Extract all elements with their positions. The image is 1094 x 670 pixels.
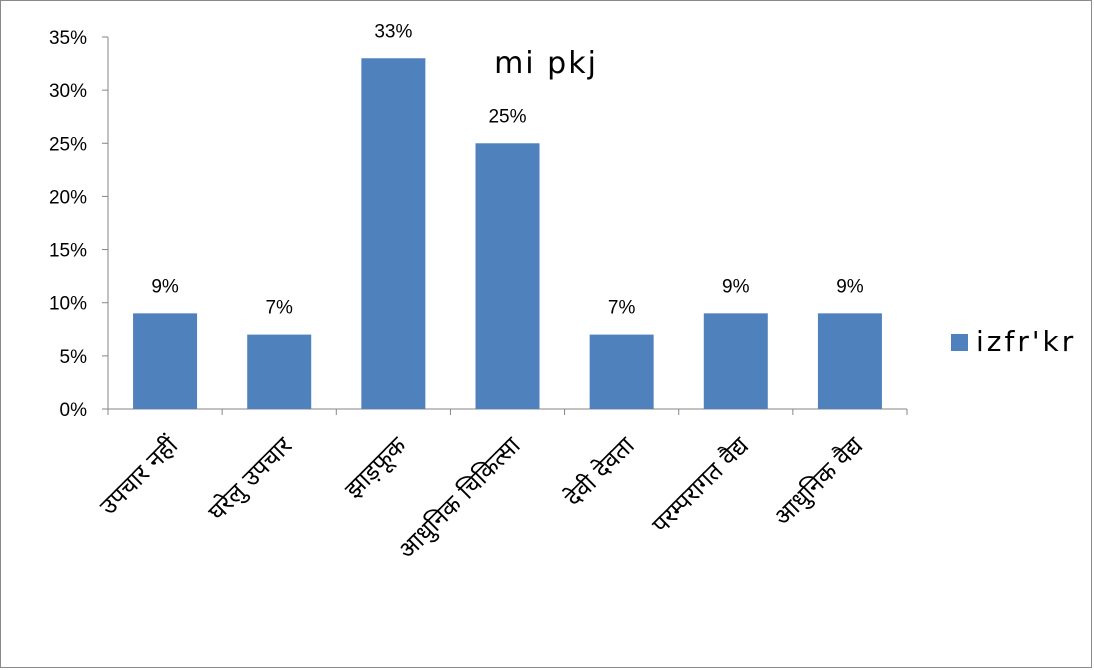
category-label: देवी देवता	[559, 431, 640, 512]
data-label: 7%	[265, 298, 293, 319]
data-label: 7%	[608, 298, 636, 319]
y-tick-label: 10%	[49, 294, 87, 315]
category-label: घरेलु उपचार	[203, 431, 299, 527]
y-tick-label: 35%	[49, 28, 87, 49]
chart-title: mi pkj	[494, 46, 598, 81]
data-label: 9%	[151, 276, 179, 297]
plot-area: 0% 5% 10% 15% 20% 25% 30% 35% 9% 7% 33% 25% 7% 9% 9% उप…	[49, 21, 1076, 565]
category-label: उपचार नहीं	[94, 431, 184, 521]
bar	[703, 313, 768, 409]
bar	[589, 334, 654, 409]
y-tick-label: 30%	[49, 81, 87, 102]
bar	[361, 58, 426, 409]
bar	[475, 143, 540, 410]
category-label: आधुनिक वैद्य	[768, 431, 869, 532]
category-label: झाड़फूक	[339, 431, 412, 504]
data-label: 33%	[374, 21, 412, 42]
y-tick-label: 0%	[60, 400, 88, 421]
bar	[133, 313, 198, 409]
data-label: 9%	[836, 276, 864, 297]
y-tick-label: 5%	[60, 347, 88, 368]
category-label: आधुनिक चिकित्सा	[393, 431, 527, 565]
category-label: परम्परागत वैद्य	[647, 431, 755, 539]
y-tick-label: 15%	[49, 241, 87, 262]
bar	[247, 334, 312, 409]
legend-label: izfr'kr	[976, 325, 1076, 358]
y-tick-label: 25%	[49, 134, 87, 155]
data-label: 25%	[488, 106, 526, 127]
data-label: 9%	[722, 276, 750, 297]
y-tick-label: 20%	[49, 187, 87, 208]
legend-swatch	[951, 334, 968, 351]
bar	[817, 313, 882, 409]
